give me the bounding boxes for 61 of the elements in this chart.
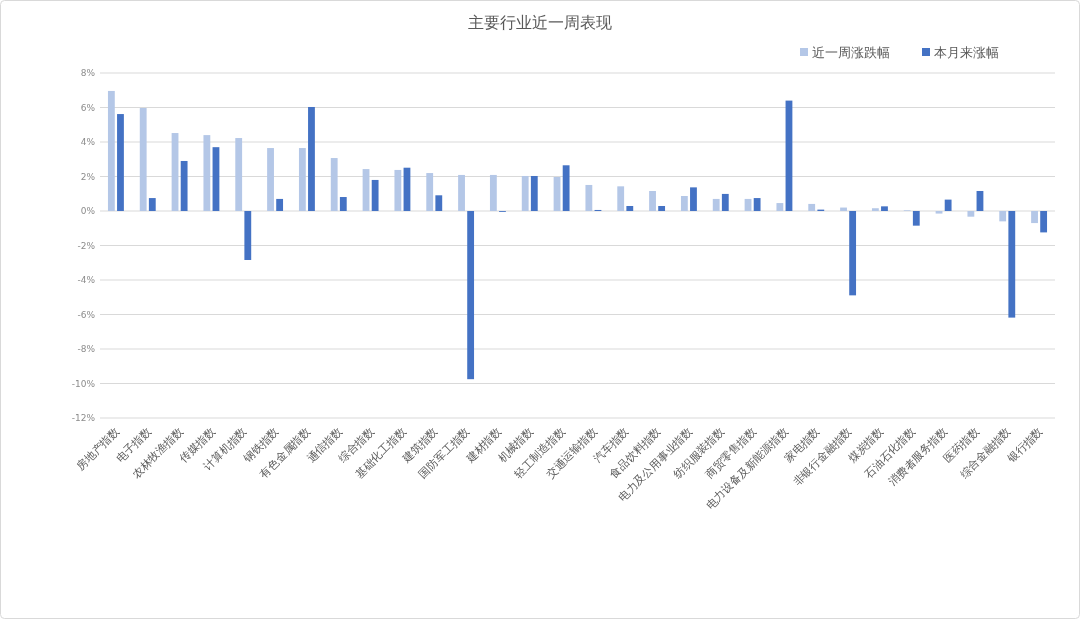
y-tick-label: 2% — [80, 171, 96, 182]
bar — [394, 169, 402, 211]
bar — [339, 197, 347, 211]
bar — [617, 186, 625, 211]
legend-label: 本月来涨幅 — [934, 44, 999, 60]
bar — [267, 148, 274, 211]
bar — [944, 199, 952, 211]
bar — [308, 106, 315, 211]
bar — [426, 173, 434, 211]
chart-title: 主要行业近一周表现 — [468, 13, 612, 32]
bar — [626, 206, 634, 211]
y-tick-label: -10% — [71, 378, 96, 389]
bar — [298, 148, 306, 211]
bar — [753, 198, 761, 211]
bar — [521, 175, 529, 211]
bar — [180, 160, 188, 211]
bar — [935, 211, 943, 214]
bar — [881, 206, 888, 211]
y-tick-label: -12% — [71, 413, 96, 424]
bar — [107, 90, 115, 211]
bar — [148, 198, 156, 211]
bar — [649, 190, 656, 211]
legend-label: 近一周涨跌幅 — [812, 44, 890, 60]
bar — [235, 138, 243, 211]
bar — [330, 158, 338, 211]
bar — [585, 184, 593, 211]
bar — [808, 203, 816, 211]
y-tick-label: -8% — [77, 344, 96, 355]
bar — [712, 198, 720, 211]
bar — [871, 208, 879, 211]
y-tick-label: -6% — [77, 309, 96, 320]
bar — [967, 211, 975, 217]
bar — [530, 175, 538, 211]
bar — [489, 174, 497, 211]
bar — [721, 193, 729, 211]
bar — [680, 195, 688, 211]
bar — [139, 108, 147, 211]
bar — [276, 198, 284, 211]
bar — [690, 187, 697, 211]
bar — [244, 211, 252, 260]
y-tick-label: 6% — [80, 102, 96, 113]
bar — [658, 206, 666, 211]
bar — [203, 135, 211, 211]
y-tick-label: 4% — [80, 137, 96, 148]
bar — [467, 211, 475, 380]
bar — [849, 211, 857, 296]
bar — [117, 114, 124, 211]
bar — [371, 179, 379, 211]
bar — [1040, 211, 1048, 233]
bar — [1008, 211, 1016, 318]
bar — [458, 174, 465, 211]
y-tick-label: 0% — [80, 206, 96, 217]
y-tick-label: 8% — [80, 68, 96, 79]
y-tick-label: -4% — [77, 275, 96, 286]
bar — [776, 203, 784, 211]
bar — [1031, 211, 1038, 224]
bar — [435, 195, 443, 211]
bar — [999, 211, 1007, 222]
bar — [562, 165, 570, 211]
y-tick-label: -2% — [77, 240, 96, 251]
bar — [912, 211, 920, 226]
